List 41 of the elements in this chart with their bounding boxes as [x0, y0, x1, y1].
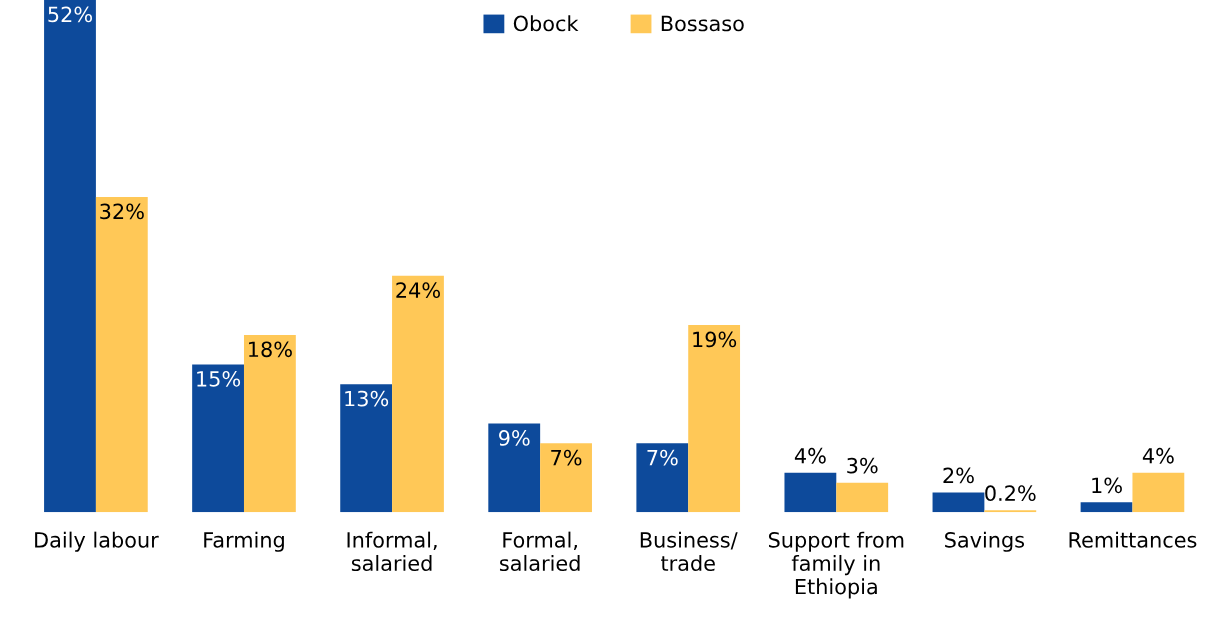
- x-tick-label: Daily labour: [35, 531, 159, 552]
- bar: [392, 275, 444, 513]
- x-tick-label: Savings: [945, 531, 1025, 552]
- data-label: 24%: [396, 282, 440, 299]
- bar: [836, 482, 889, 513]
- bar: [192, 364, 244, 513]
- bar: [1132, 472, 1185, 513]
- data-label: 7%: [551, 449, 582, 466]
- bar: [540, 443, 592, 513]
- data-label: 2%: [943, 467, 974, 484]
- bar: [784, 472, 837, 513]
- data-label: 3%: [847, 457, 878, 474]
- bar: [243, 334, 296, 513]
- legend-label: Bossaso: [661, 15, 744, 32]
- data-label: 7%: [647, 449, 678, 466]
- data-label: 19%: [693, 331, 737, 348]
- data-label: 15%: [197, 370, 241, 387]
- x-tick-label: Formal, salaried: [499, 531, 580, 572]
- data-label: 9%: [499, 430, 530, 446]
- x-tick-label: Farming: [204, 531, 284, 552]
- x-tick-label: Business/ trade: [640, 531, 738, 572]
- bar: [95, 197, 148, 513]
- legend-label: Obock: [513, 15, 579, 32]
- data-label: 4%: [1142, 447, 1174, 464]
- x-tick-label: Remittances: [1069, 531, 1197, 548]
- data-label: 1%: [1092, 477, 1122, 494]
- x-tick-label: Informal, salaried: [347, 531, 437, 572]
- bar: [488, 423, 541, 513]
- bar: [688, 325, 741, 513]
- bar: [44, 0, 96, 513]
- bar: [1080, 502, 1133, 513]
- data-label: 0.2%: [985, 485, 1036, 502]
- bar: [636, 443, 689, 513]
- data-label: 13%: [345, 390, 389, 407]
- x-tick-label: Support from family in Ethiopia: [768, 531, 904, 599]
- data-label: 4%: [794, 447, 826, 464]
- data-label: 18%: [249, 341, 292, 358]
- bar: [932, 492, 985, 513]
- bar: [340, 384, 393, 513]
- data-label: 32%: [100, 203, 144, 220]
- data-label: 52%: [48, 6, 92, 23]
